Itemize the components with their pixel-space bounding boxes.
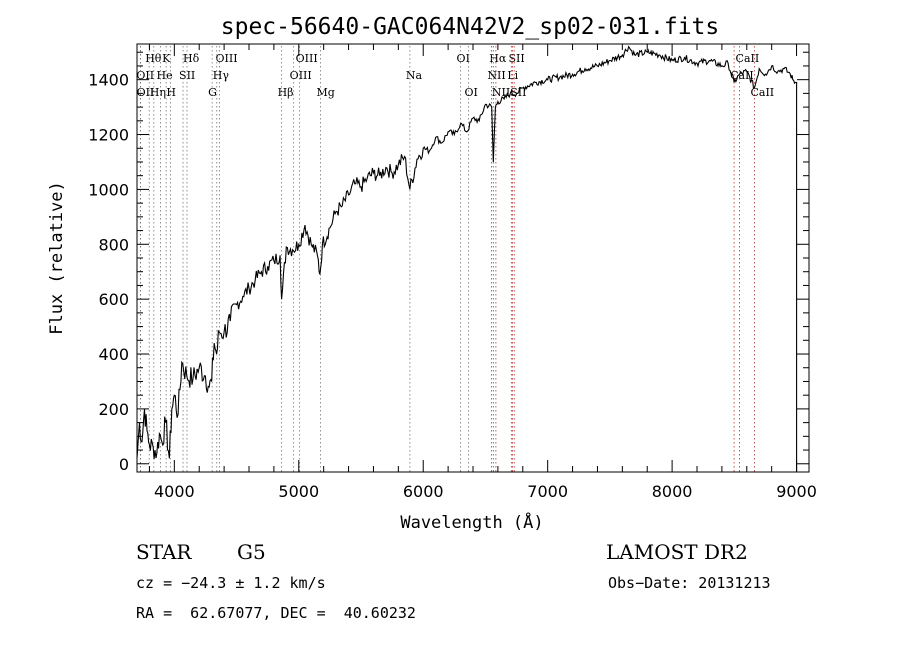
line-label: OIII <box>216 52 238 65</box>
y-axis-label: Flux (relative) <box>47 181 67 335</box>
line-label: H <box>166 86 176 99</box>
redshift-velocity: cz = −24.3 ± 1.2 km/s <box>136 574 326 592</box>
x-tick-label: 5000 <box>278 482 319 501</box>
plot-frame <box>136 43 810 473</box>
x-axis-label: Wavelength (Å) <box>400 511 543 533</box>
survey-name: LAMOST DR2 <box>606 540 748 564</box>
line-label: OI <box>457 52 470 65</box>
line-label: Hδ <box>183 52 200 65</box>
line-label: Hη <box>150 86 166 99</box>
y-tick-label: 1200 <box>88 126 129 145</box>
y-tick-label: 600 <box>98 290 129 309</box>
line-label: Na <box>406 69 423 82</box>
y-tick-label: 800 <box>98 235 129 254</box>
coordinates: RA = 62.67077, DEC = 40.60232 <box>136 604 416 622</box>
line-label: G <box>208 86 217 99</box>
line-label: OIII <box>290 69 312 82</box>
chart-title: spec-56640-GAC064N42V2_sp02-031.fits <box>221 14 720 40</box>
line-label: NII <box>487 69 505 82</box>
line-label: CaII <box>750 86 774 99</box>
x-axis: 4000 5000 6000 7000 8000 9000 <box>148 44 817 501</box>
line-label: OI <box>465 86 478 99</box>
y-axis: 0 200 400 600 800 1000 1200 1400 <box>88 51 809 474</box>
y-tick-label: 400 <box>98 345 129 364</box>
y-tick-label: 200 <box>98 400 129 419</box>
line-label: K <box>162 52 171 65</box>
x-tick-label: 6000 <box>403 482 444 501</box>
line-label: OIII <box>296 52 318 65</box>
spectral-subclass: G5 <box>237 540 266 564</box>
x-tick-label: 7000 <box>527 482 568 501</box>
spectrum-line <box>136 45 798 472</box>
object-class: STAR <box>136 540 192 564</box>
x-tick-label: 4000 <box>154 482 195 501</box>
y-tick-label: 1400 <box>88 71 129 90</box>
line-label: CaII <box>736 52 760 65</box>
line-label: Hβ <box>278 86 294 99</box>
line-label: NII <box>492 86 510 99</box>
line-label: Hα <box>489 52 507 65</box>
line-label: Mg <box>317 86 335 99</box>
x-tick-label: 8000 <box>652 482 693 501</box>
line-label: SII <box>508 52 524 65</box>
line-label: He <box>157 69 173 82</box>
line-label: OII <box>137 86 155 99</box>
y-tick-label: 1000 <box>88 180 129 199</box>
line-label: SII <box>179 69 195 82</box>
line-label: Li <box>507 69 518 82</box>
observation-date: Obs−Date: 20131213 <box>608 574 771 592</box>
x-tick-label: 9000 <box>776 482 817 501</box>
y-tick-label: 0 <box>119 455 129 474</box>
line-label: Hγ <box>213 69 230 82</box>
